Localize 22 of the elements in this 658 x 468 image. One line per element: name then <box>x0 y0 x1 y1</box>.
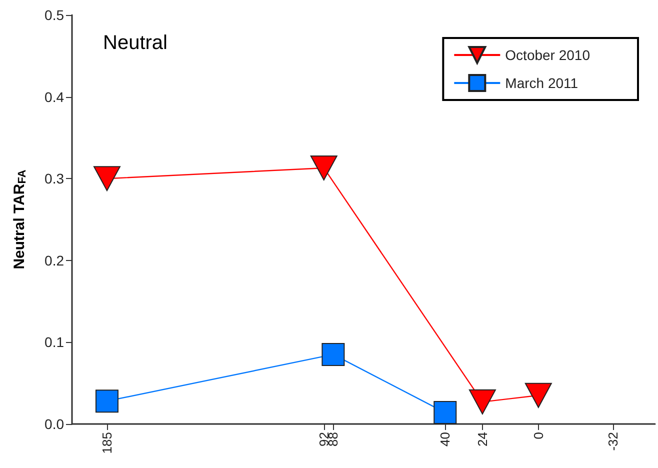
y-axis-title: Neutral TARFA <box>11 170 28 270</box>
y-tick-label: 0.3 <box>44 170 64 187</box>
x-tick-label: 0 <box>530 432 546 440</box>
x-tick-label: 40 <box>438 432 453 446</box>
y-tick-label: 0.2 <box>44 252 64 268</box>
x-tick-label: 185 <box>99 432 114 454</box>
point <box>468 389 496 414</box>
point <box>95 390 118 413</box>
x-tick-label: -32 <box>606 432 621 451</box>
point <box>310 155 338 180</box>
point <box>524 382 552 408</box>
x-tick-label: 24 <box>474 432 490 446</box>
point <box>93 166 120 192</box>
legend-label: March 2011 <box>505 75 578 91</box>
y-tick-label: 0.5 <box>44 7 64 23</box>
point <box>322 342 345 366</box>
y-tick-label: 0.0 <box>44 416 64 432</box>
y-tick-label: 0.4 <box>44 88 64 105</box>
point <box>434 401 457 424</box>
y-tick-label: 0.1 <box>44 334 64 350</box>
text: Neutral <box>103 32 168 54</box>
legend-label: October 2010 <box>505 47 590 63</box>
